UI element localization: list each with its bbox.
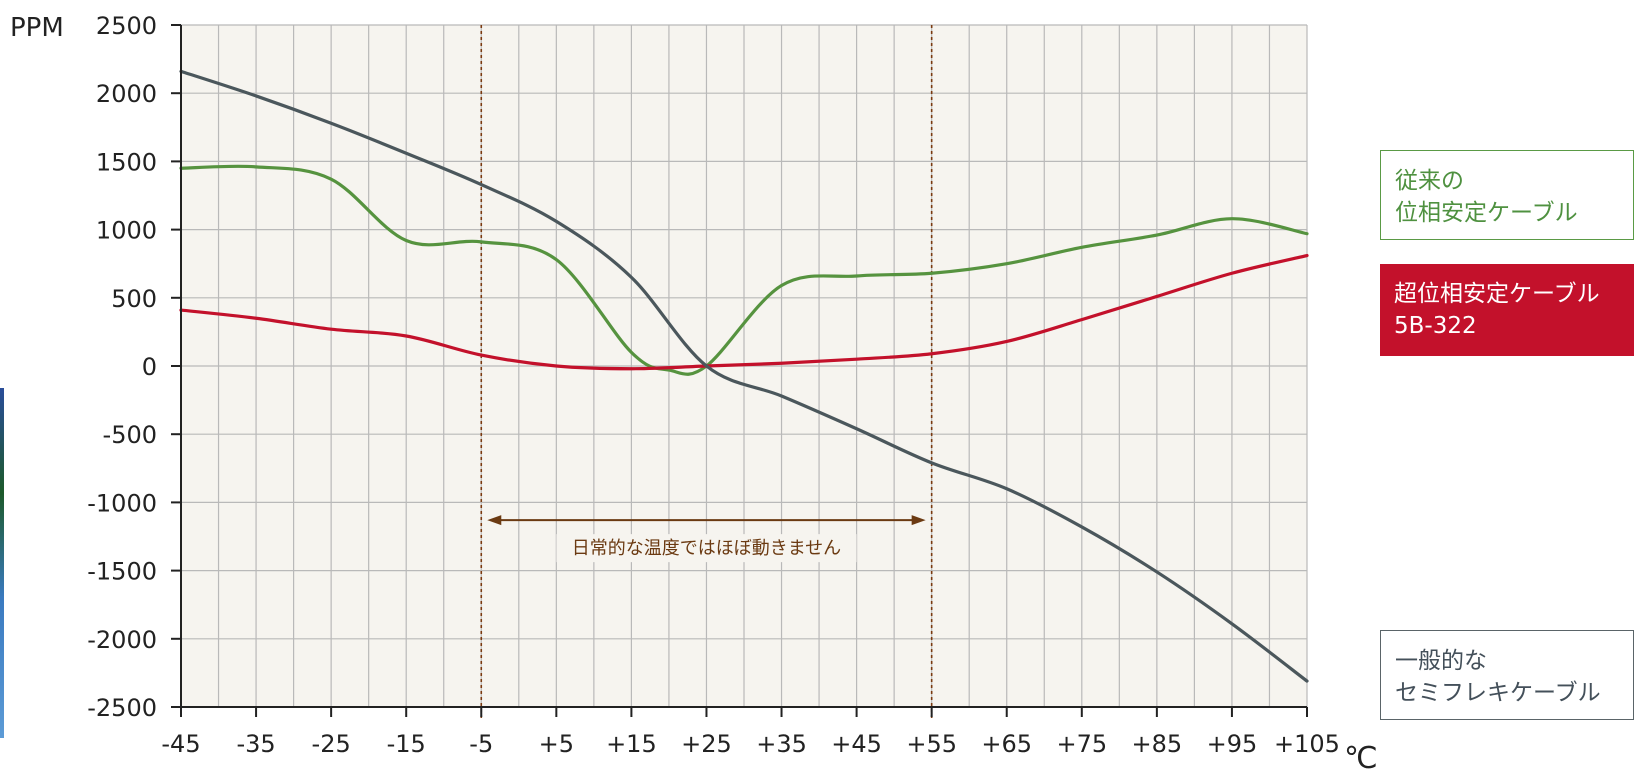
y-tick-label: 0	[142, 353, 157, 381]
y-tick-label: -1000	[87, 489, 157, 517]
y-axis-unit-label: PPM	[10, 13, 64, 43]
legend-semiflex-cable: 一般的な セミフレキケーブル	[1380, 630, 1634, 720]
annotation-arrowhead-left	[487, 515, 502, 526]
annotation-arrowhead-right	[911, 515, 926, 526]
x-tick-label: +15	[606, 730, 657, 758]
x-tick-label: -25	[312, 730, 351, 758]
legend-super-phase-stable-cable: 超位相安定ケーブル 5B-322	[1380, 264, 1634, 356]
x-tick-label: +45	[831, 730, 882, 758]
y-tick-label: -2500	[87, 694, 157, 722]
reference-lines	[480, 25, 933, 721]
y-tick-label: 2500	[96, 12, 157, 40]
x-axis-unit-label: ℃	[1344, 741, 1378, 776]
x-tick-labels: -45 -35 -25 -15 -5 +5 +15 +25 +35 +45 +55 +65 +75 +85…	[161, 730, 1340, 758]
y-tick-label: -500	[103, 421, 157, 449]
y-tick-labels: 2500 2000 1500 1000 500 0 -500 -1000 -1500 -2000 -…	[87, 12, 157, 722]
y-tick-label: 500	[111, 285, 157, 313]
legend-conventional-cable: 従来の 位相安定ケーブル	[1380, 150, 1634, 240]
x-tick-label: +75	[1056, 730, 1107, 758]
annotation-label: 日常的な温度ではほぼ動きません	[572, 538, 841, 559]
x-tick-label: -15	[387, 730, 426, 758]
axes	[171, 24, 1308, 717]
x-tick-label: -35	[236, 730, 275, 758]
x-tick-label: +5	[539, 730, 574, 758]
series-line-0	[179, 69, 1309, 683]
x-tick-label: -5	[469, 730, 493, 758]
x-tick-label: +105	[1274, 730, 1340, 758]
y-tick-label: -1500	[87, 558, 157, 586]
left-edge-image-strip	[0, 388, 4, 738]
x-tick-label: +65	[981, 730, 1032, 758]
y-tick-label: -2000	[87, 626, 157, 654]
y-tick-label: 2000	[96, 80, 157, 108]
y-tick-label: 1500	[96, 148, 157, 176]
x-tick-label: +35	[756, 730, 807, 758]
y-tick-label: 1000	[96, 217, 157, 245]
x-tick-label: +25	[681, 730, 732, 758]
annotation-label-background	[556, 534, 857, 563]
x-tick-label: -45	[161, 730, 200, 758]
series-line-2	[179, 253, 1309, 371]
x-tick-label: +55	[906, 730, 957, 758]
x-tick-label: +95	[1207, 730, 1258, 758]
x-tick-label: +85	[1132, 730, 1183, 758]
annotation: 日常的な温度ではほぼ動きません	[487, 515, 926, 563]
series-lines	[179, 69, 1309, 683]
